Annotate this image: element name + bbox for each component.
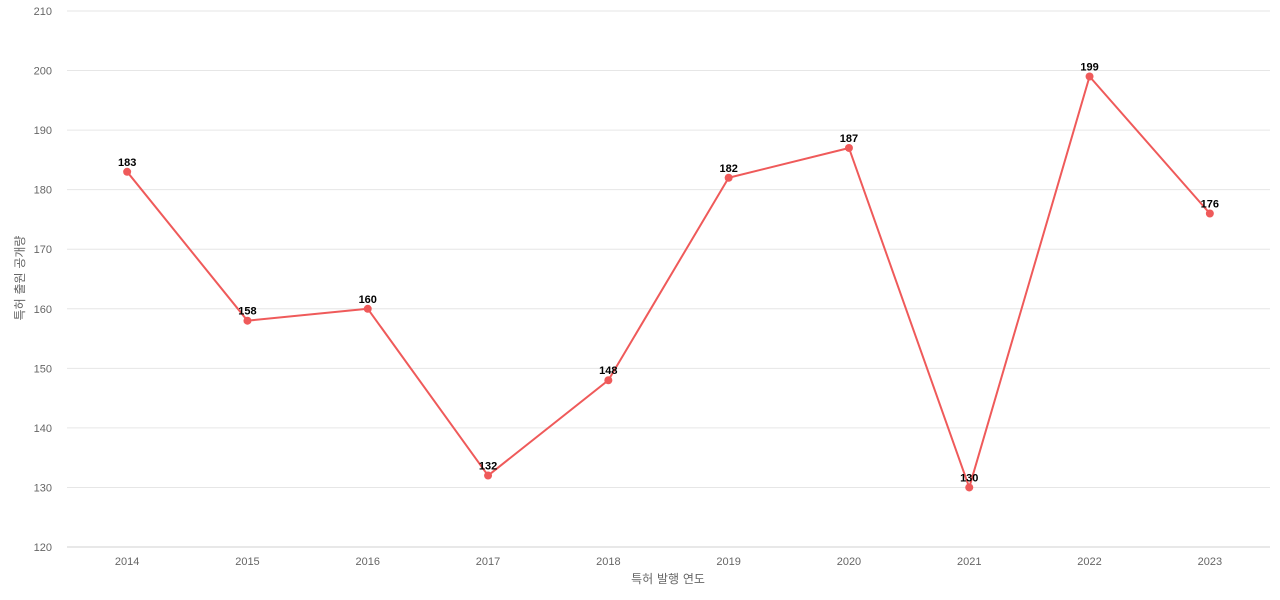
grid-layer	[67, 10, 1270, 488]
y-tick-label: 130	[34, 482, 52, 494]
data-label: 182	[719, 163, 737, 175]
x-tick-label: 2022	[1077, 556, 1101, 568]
y-tick-label: 160	[34, 304, 52, 316]
y-tick-label: 180	[34, 185, 52, 197]
data-point[interactable]	[243, 316, 252, 325]
y-tick-label: 210	[34, 6, 52, 18]
data-point[interactable]	[123, 167, 132, 176]
data-point[interactable]	[724, 173, 733, 182]
y-axis-title: 특허 출원 공개량	[13, 236, 27, 321]
y-tick-label: 140	[34, 423, 52, 435]
series-layer	[123, 72, 1214, 492]
data-point[interactable]	[1205, 209, 1214, 218]
x-axis-title: 특허 발행 연도	[631, 571, 705, 586]
x-tick-label: 2020	[837, 556, 861, 568]
x-tick-label: 2021	[957, 556, 981, 568]
data-label: 187	[840, 133, 858, 145]
label-layer: 183 158 160 132 148 182 187 130 199 176	[118, 62, 1219, 485]
x-tick-label: 2017	[476, 556, 500, 568]
data-point[interactable]	[965, 483, 974, 492]
axis-layer: 120 130 140 150 160 170 180 190 200 210 2014 2015 20…	[34, 6, 1270, 568]
data-label: 158	[238, 306, 256, 318]
data-point[interactable]	[604, 376, 613, 385]
data-point[interactable]	[484, 471, 493, 480]
x-tick-label: 2019	[716, 556, 740, 568]
x-tick-label: 2015	[235, 556, 259, 568]
data-label: 148	[599, 365, 617, 377]
series-line	[126, 75, 1211, 489]
data-label: 183	[118, 157, 136, 169]
x-tick-label: 2016	[356, 556, 380, 568]
x-tick-label: 2014	[115, 556, 139, 568]
data-point[interactable]	[1085, 72, 1094, 81]
x-tick-label: 2023	[1198, 556, 1222, 568]
y-tick-label: 190	[34, 125, 52, 137]
data-label: 132	[479, 461, 497, 473]
data-label: 176	[1201, 198, 1219, 210]
data-point[interactable]	[363, 304, 372, 313]
data-point[interactable]	[844, 143, 853, 152]
y-tick-label: 200	[34, 66, 52, 78]
data-label: 130	[960, 472, 978, 484]
y-tick-label: 120	[34, 542, 52, 554]
data-label: 160	[359, 294, 377, 306]
y-tick-label: 150	[34, 363, 52, 375]
x-tick-label: 2018	[596, 556, 620, 568]
data-label: 199	[1080, 62, 1098, 74]
y-tick-label: 170	[34, 244, 52, 256]
